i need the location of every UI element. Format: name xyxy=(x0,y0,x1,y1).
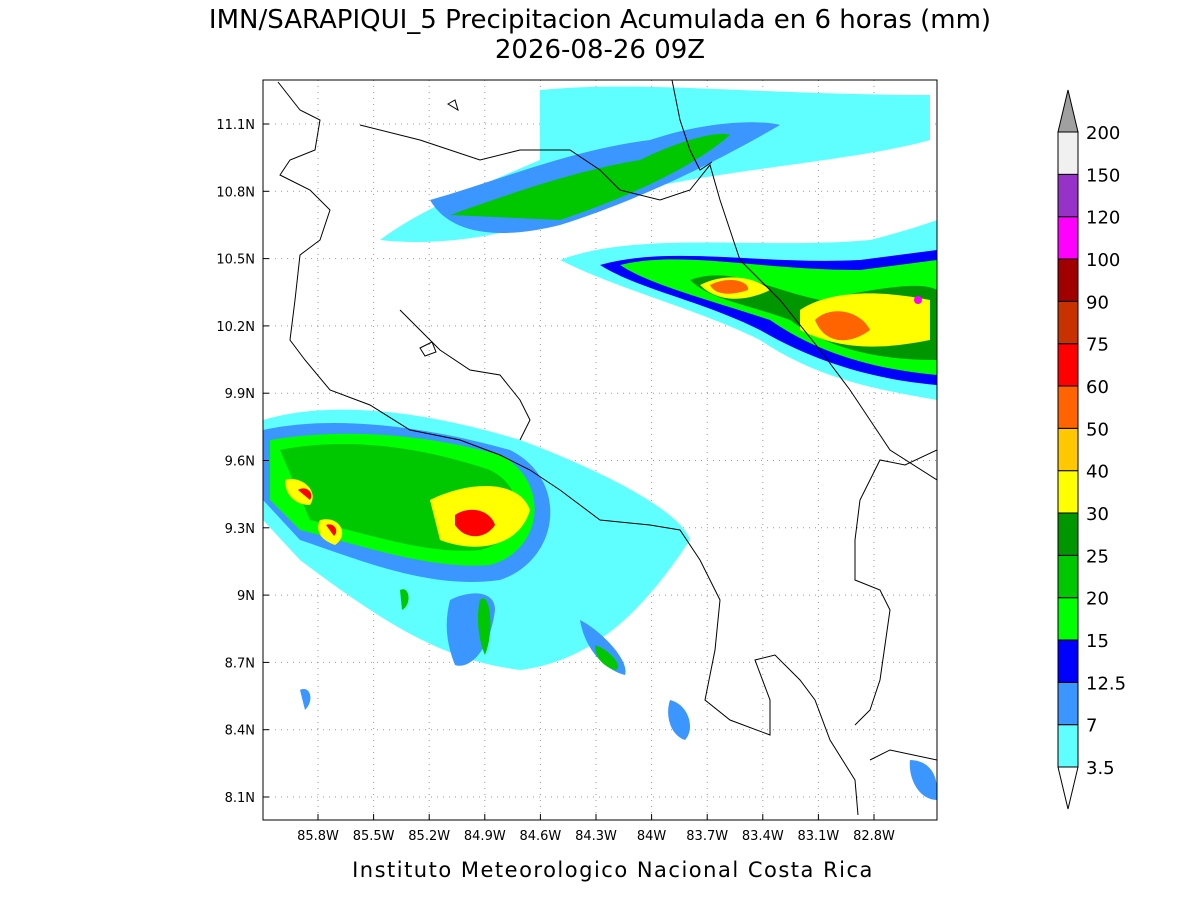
colorbar-label: 75 xyxy=(1086,335,1109,356)
lat-label: 8.4N xyxy=(225,724,255,739)
colorbar-box xyxy=(1057,470,1079,514)
colorbar-label: 100 xyxy=(1086,250,1120,271)
colorbar-label: 15 xyxy=(1086,631,1109,652)
colorbar-label: 25 xyxy=(1086,546,1109,567)
colorbar-box xyxy=(1057,216,1079,260)
lon-label: 84.6W xyxy=(519,829,561,844)
colorbar-box xyxy=(1057,427,1079,472)
lon-label: 83.1W xyxy=(797,829,839,844)
colorbar-over xyxy=(1057,89,1079,133)
colorbar-box xyxy=(1057,385,1079,429)
lat-label: 10.5N xyxy=(216,253,255,268)
lat-label: 9.3N xyxy=(225,522,255,537)
title: IMN/SARAPIQUI_5 Precipitacion Acumulada … xyxy=(209,5,991,35)
colorbar-box xyxy=(1057,554,1079,599)
colorbar-box xyxy=(1057,597,1079,641)
footer: Instituto Meteorologico Nacional Costa R… xyxy=(352,858,874,882)
coastline xyxy=(277,80,937,816)
lat-label: 9.6N xyxy=(225,455,255,470)
lon-label: 85.5W xyxy=(353,829,395,844)
colorbar: 3.5 7 12.5 15 20 25 30 40 50 60 75 90 100 120 150 200 xyxy=(1057,89,1126,810)
lon-label: 85.8W xyxy=(297,829,339,844)
lat-label: 9.9N xyxy=(225,387,255,402)
colorbar-label: 40 xyxy=(1086,462,1109,483)
lat-label: 8.1N xyxy=(225,791,255,806)
lon-label: 84W xyxy=(637,829,667,844)
colorbar-box xyxy=(1057,131,1079,175)
map-frame xyxy=(262,79,938,821)
lon-label: 85.2W xyxy=(408,829,450,844)
lon-label: 84.3W xyxy=(575,829,617,844)
lat-label: 10.8N xyxy=(216,185,255,200)
lon-label: 83.7W xyxy=(686,829,728,844)
colorbar-box xyxy=(1057,681,1079,726)
colorbar-box xyxy=(1057,639,1079,683)
lon-label: 84.9W xyxy=(464,829,506,844)
lat-label: 10.2N xyxy=(216,320,255,335)
colorbar-box xyxy=(1057,512,1079,556)
subtitle: 2026-08-26 09Z xyxy=(495,35,705,65)
colorbar-label: 50 xyxy=(1086,419,1109,440)
colorbar-box xyxy=(1057,258,1079,302)
colorbar-label: 7 xyxy=(1086,716,1097,737)
lon-label: 82.8W xyxy=(853,829,895,844)
colorbar-label: 3.5 xyxy=(1086,758,1115,779)
colorbar-label: 150 xyxy=(1086,165,1120,186)
colorbar-label: 60 xyxy=(1086,377,1109,398)
colorbar-label: 30 xyxy=(1086,504,1109,525)
colorbar-label: 12.5 xyxy=(1086,673,1126,694)
colorbar-label: 90 xyxy=(1086,292,1109,313)
colorbar-under xyxy=(1057,766,1079,810)
colorbar-box xyxy=(1057,724,1079,768)
colorbar-label: 200 xyxy=(1086,123,1120,144)
colorbar-box xyxy=(1057,300,1079,345)
colorbar-box xyxy=(1057,343,1079,387)
lat-label: 11.1N xyxy=(216,118,255,133)
precip-field xyxy=(263,86,937,800)
lat-label: 8.7N xyxy=(225,656,255,671)
lon-label: 83.4W xyxy=(742,829,784,844)
colorbar-box xyxy=(1057,173,1079,218)
colorbar-label: 120 xyxy=(1086,208,1120,229)
colorbar-label: 20 xyxy=(1086,589,1109,610)
map xyxy=(263,80,937,820)
lat-label: 9N xyxy=(237,589,255,604)
